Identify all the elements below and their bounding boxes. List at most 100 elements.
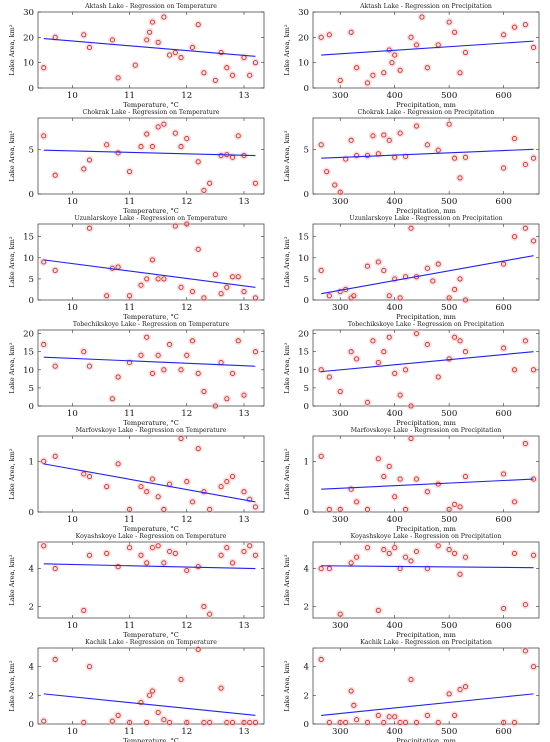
data-point	[52, 656, 58, 663]
data-point	[381, 473, 387, 480]
data-point	[229, 72, 236, 78]
data-point-halo	[455, 173, 465, 183]
data-point-halo	[194, 20, 203, 29]
y-tick-label: 0	[304, 84, 309, 94]
data-point	[104, 484, 110, 490]
x-axis-label: Temperature, °C	[123, 207, 179, 215]
data-point	[364, 399, 371, 405]
data-point-halo	[374, 149, 383, 158]
x-tick-label: 400	[386, 303, 402, 313]
data-point-halo	[125, 543, 134, 552]
data-point	[511, 720, 518, 726]
regression-line	[321, 40, 534, 56]
data-point-halo	[194, 645, 203, 654]
data-point-halo	[216, 482, 226, 491]
y-tick-label: 4	[304, 565, 310, 575]
data-point-halo	[136, 281, 146, 290]
data-point	[511, 550, 518, 556]
data-point	[147, 692, 153, 698]
data-point	[408, 225, 414, 231]
data-point	[424, 142, 430, 148]
x-tick-label: 600	[495, 515, 511, 525]
data-point	[115, 150, 121, 156]
data-point-halo	[529, 474, 538, 484]
data-point-halo	[182, 134, 191, 143]
data-point-halo	[352, 151, 361, 160]
data-point-halo	[125, 291, 134, 300]
data-point-halo	[251, 347, 260, 356]
x-tick-label: 12	[181, 515, 192, 525]
chart-panel-0: Aktash Lake - Regression on Temperature 1…	[8, 3, 265, 109]
x-axis-label: Temperature, °C	[123, 631, 179, 639]
data-point-halo	[125, 505, 134, 514]
data-point-halo	[336, 76, 345, 85]
data-point	[161, 560, 167, 566]
data-point	[81, 607, 87, 613]
data-point	[457, 687, 463, 693]
data-point-halo	[363, 543, 372, 552]
plot-frame	[37, 223, 265, 301]
data-point-halo	[352, 715, 361, 724]
data-point	[155, 494, 161, 500]
data-point	[424, 341, 430, 348]
data-point	[52, 267, 58, 273]
chart-title: Kachik Lake - Regression on Temperature	[85, 639, 217, 646]
data-point-halo	[251, 551, 260, 560]
data-point-halo	[510, 718, 519, 727]
x-tick-label: 13	[239, 727, 250, 737]
data-point	[501, 261, 507, 267]
data-point	[104, 550, 110, 556]
data-point-halo	[239, 547, 249, 556]
data-point-halo	[153, 492, 163, 501]
data-point-halo	[390, 543, 399, 552]
data-point	[408, 435, 414, 442]
x-tick-label: 12	[181, 197, 192, 207]
data-point-halo	[395, 718, 405, 727]
chart-title: Chokrak Lake - Regression on Temperature	[83, 109, 220, 116]
data-point	[522, 161, 528, 168]
data-point-halo	[434, 145, 443, 155]
data-point	[364, 506, 371, 513]
data-point	[413, 548, 420, 555]
data-point-halo	[194, 562, 203, 571]
data-point	[531, 367, 537, 373]
data-point	[178, 144, 184, 150]
x-axis-label: Precipitation, mm	[396, 631, 457, 639]
y-tick-label: 20	[298, 33, 309, 43]
data-point	[235, 274, 241, 280]
x-tick-label: 400	[386, 727, 402, 737]
data-point-halo	[423, 340, 432, 349]
data-point	[52, 566, 58, 572]
data-point	[115, 712, 121, 718]
data-point-halo	[406, 434, 416, 443]
data-point	[161, 367, 167, 373]
data-point-halo	[450, 333, 459, 342]
data-point	[195, 159, 201, 165]
data-point	[86, 664, 93, 670]
data-point	[375, 712, 381, 718]
data-point	[452, 550, 458, 556]
data-point-halo	[455, 570, 465, 579]
data-point-halo	[142, 487, 151, 496]
data-point-halo	[346, 28, 356, 37]
data-point-halo	[499, 163, 508, 173]
data-point-halo	[159, 558, 169, 568]
data-point-halo	[434, 541, 443, 550]
chart-panel-1: Aktash Lake - Regression on Precipitatio…	[283, 3, 540, 109]
data-point-halo	[39, 257, 48, 267]
x-axis-label: Temperature, °C	[123, 737, 179, 742]
plot-frame	[312, 223, 540, 301]
data-point-halo	[222, 283, 232, 292]
data-point-halo	[142, 129, 151, 139]
data-point-halo	[245, 71, 254, 80]
data-point-halo	[251, 293, 260, 303]
x-tick-label: 600	[495, 409, 511, 419]
data-point-halo	[211, 401, 220, 411]
data-point	[212, 403, 218, 409]
data-point	[138, 352, 144, 358]
y-axis-label: Lake Area, km²	[283, 660, 291, 711]
data-point	[413, 720, 420, 726]
data-point-halo	[222, 543, 232, 552]
x-tick-label: 400	[386, 621, 402, 631]
data-point-halo	[341, 718, 350, 727]
